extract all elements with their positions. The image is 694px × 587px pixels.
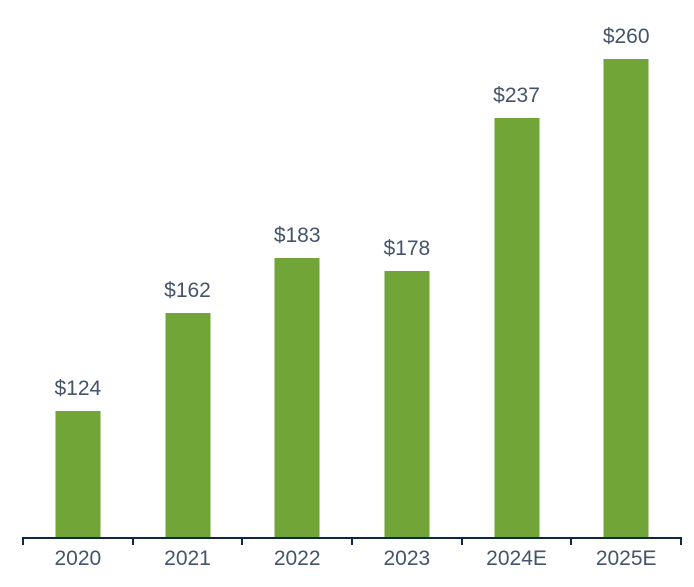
x-axis-tick: [570, 539, 573, 545]
x-axis-label: 2023: [383, 547, 431, 570]
bar: [165, 312, 210, 538]
x-axis-tick: [22, 539, 24, 545]
bar-group: $183: [242, 33, 352, 538]
x-axis-tick: [241, 539, 244, 545]
x-axis-label: 2020: [54, 547, 102, 570]
bar: [384, 271, 430, 538]
x-axis-tick: [460, 539, 463, 545]
bar-value-label: $237: [493, 84, 540, 108]
bar-value-label: $178: [383, 237, 431, 261]
bar: [274, 258, 320, 538]
x-axis-label: 2022: [273, 547, 321, 570]
bar: [55, 411, 101, 538]
x-axis-line: [22, 537, 682, 539]
bar: [494, 118, 540, 538]
x-axis-tick: [131, 539, 134, 545]
bar: [603, 58, 649, 538]
bar-group: $260: [571, 25, 681, 538]
bar-group: $162: [133, 33, 243, 538]
x-axis-label: 2021: [164, 547, 211, 570]
bar-group: $237: [462, 33, 572, 538]
bar-group: $178: [352, 33, 462, 538]
x-axis-tick: [680, 539, 682, 545]
x-axis-labels: 2020 2021 2022 2023 2024E 2025E: [23, 546, 681, 571]
x-axis-label: 2024E: [486, 547, 547, 570]
x-axis-ticks: [22, 539, 682, 545]
x-axis-tick: [351, 539, 353, 545]
x-axis-label: 2025E: [595, 547, 657, 570]
plot-area: $124 $162 $183 $178 $237 $260: [23, 25, 681, 538]
bar-value-label: $162: [164, 278, 211, 302]
bar-value-label: $183: [273, 224, 321, 248]
bar-value-label: $260: [602, 24, 650, 48]
bar-value-label: $124: [54, 376, 102, 400]
bar-group: $124: [23, 33, 133, 538]
